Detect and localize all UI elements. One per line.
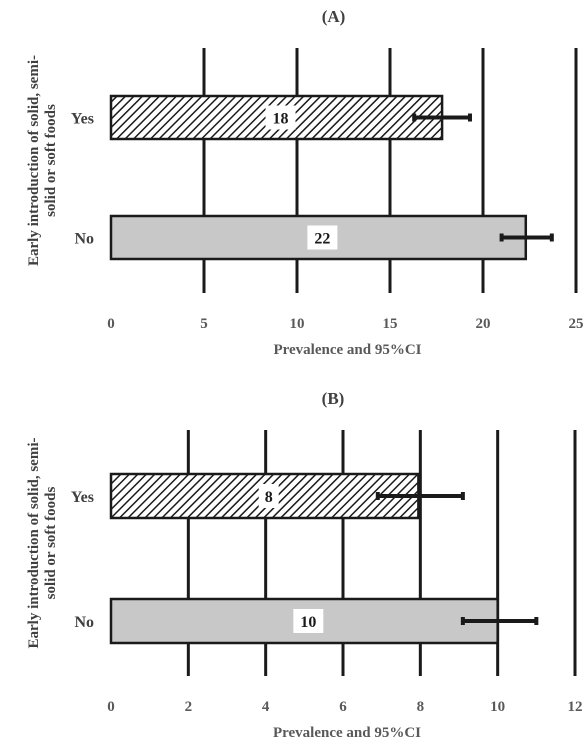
chart-title: (B): [322, 389, 345, 408]
y-axis-label: Early introduction of solid, semi-solid …: [26, 438, 59, 649]
y-axis-label: Early introduction of solid, semi-solid …: [26, 55, 59, 266]
x-axis-label: Prevalence and 95%CI: [273, 342, 421, 358]
x-tick-label: 8: [417, 699, 425, 715]
x-axis-label: Prevalence and 95%CI: [273, 725, 421, 741]
x-tick-label: 5: [200, 316, 208, 332]
y-axis-label-line: Early introduction of solid, semi-: [26, 438, 42, 649]
category-label: Yes: [71, 489, 94, 506]
category-label: No: [74, 231, 94, 248]
x-tick-label: 0: [107, 699, 115, 715]
data-label-box: [307, 225, 338, 250]
data-label-box: [258, 484, 279, 508]
data-label: 10: [300, 614, 316, 631]
x-tick-label: 20: [476, 316, 491, 332]
x-tick-label: 0: [107, 316, 115, 332]
x-tick-label: 10: [490, 699, 505, 715]
y-axis-label-line: solid or soft foods: [43, 104, 59, 217]
chart-panel-a: (A) Yes 18 No 22 0 5 10 15 20 25 Prevalence and 95%…: [26, 7, 584, 358]
x-tick-label: 10: [290, 316, 305, 332]
category-label: Yes: [71, 111, 94, 128]
data-label-box: [293, 609, 324, 633]
data-label: 18: [273, 111, 289, 128]
x-tick-label: 2: [185, 699, 193, 715]
y-axis-label-line: Early introduction of solid, semi-: [26, 55, 42, 266]
x-tick-label: 25: [569, 316, 584, 332]
x-tick-label: 6: [339, 699, 347, 715]
y-axis-label-line: solid or soft foods: [43, 487, 59, 600]
x-tick-label: 4: [262, 699, 270, 715]
category-label: No: [74, 614, 94, 631]
data-label: 22: [314, 231, 330, 248]
data-label: 8: [265, 489, 273, 506]
chart-panel-b: (B) Yes 8 No 10 0 2 4 6 8 10 12 Prevalence and 95%CI…: [26, 389, 583, 741]
x-tick-label: 15: [383, 316, 398, 332]
x-tick-label: 12: [568, 699, 583, 715]
chart-title: (A): [322, 7, 346, 26]
data-label-box: [265, 105, 296, 130]
